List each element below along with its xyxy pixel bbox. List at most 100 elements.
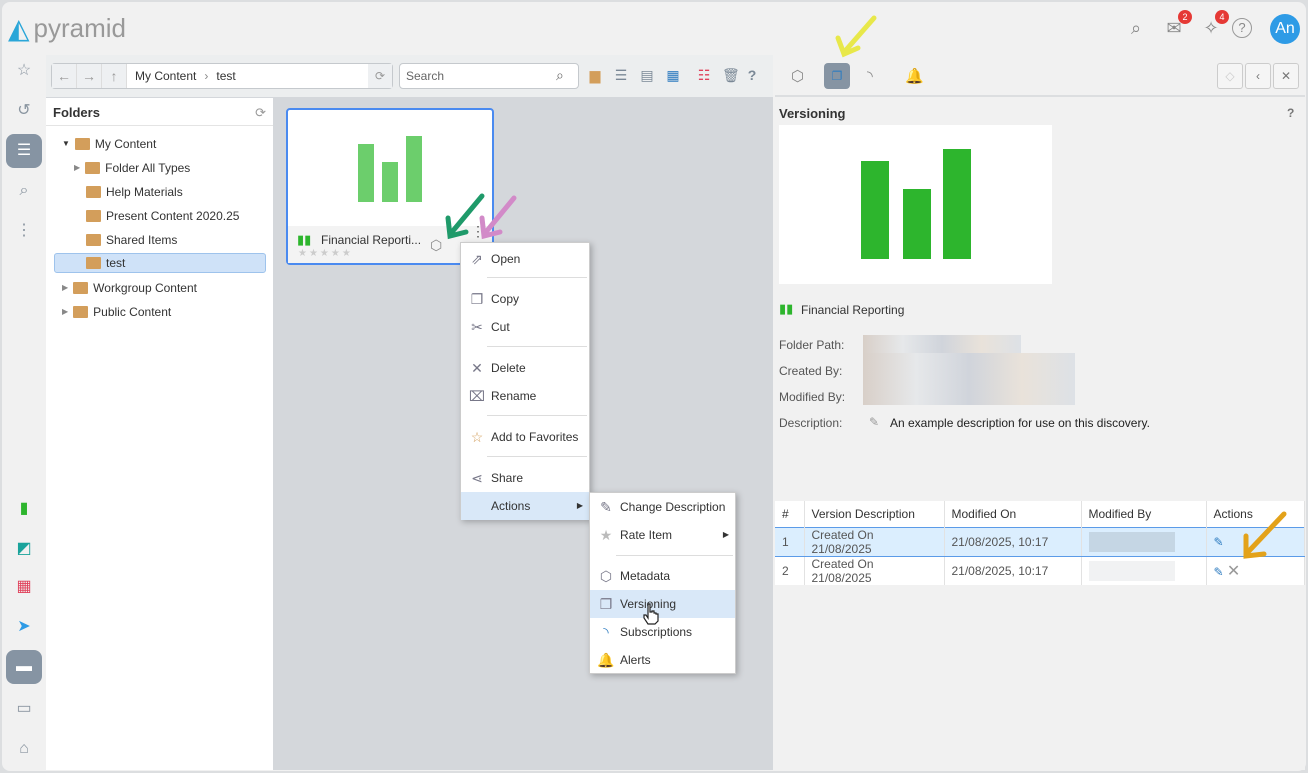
rating-stars[interactable]: ★★★★★ xyxy=(298,248,353,259)
metadata-tab-icon[interactable]: ⬡ xyxy=(791,68,805,85)
panel-help[interactable]: ? xyxy=(1287,106,1295,120)
modified-by-value xyxy=(863,371,1075,405)
mail-badge: 2 xyxy=(1178,10,1192,24)
folder-icon xyxy=(86,257,101,269)
history-icon[interactable]: ↺ xyxy=(17,102,31,119)
folders-panel: Folders ⟳ ▼ My Content ▶ Folder All Types H… xyxy=(46,98,273,770)
rate-icon: ★ xyxy=(599,527,613,543)
folder-public-content[interactable]: ▶ Public Content xyxy=(62,305,172,319)
pin-icon[interactable]: ✧ 4 xyxy=(1199,10,1229,40)
subscriptions-tab-icon[interactable]: ◝ xyxy=(867,68,873,85)
menu-metadata[interactable]: ⬡ Metadata xyxy=(590,562,735,590)
refresh-icon[interactable]: ⟳ xyxy=(368,64,392,88)
up-button[interactable]: ↑ xyxy=(102,64,127,88)
present-icon[interactable]: ▦ xyxy=(16,578,32,595)
menu-rate-item[interactable]: ★ Rate Item ▶ xyxy=(590,521,735,549)
folder-help-materials[interactable]: Help Materials xyxy=(86,182,183,202)
table-row[interactable]: 1 Created On 21/08/2025 21/08/2025, 10:17 ✎ xyxy=(775,526,1305,557)
alerts-tab-icon[interactable]: 🔔 xyxy=(905,68,924,85)
screen-icon[interactable]: ▭ xyxy=(16,700,32,717)
actions-submenu: ✎ Change Description ★ Rate Item ▶ ⬡ Metadat… xyxy=(589,492,736,674)
home-icon[interactable]: ⌂ xyxy=(19,740,29,757)
menu-versioning[interactable]: ❐Versioning xyxy=(590,590,735,618)
mail-icon[interactable]: ✉ 2 xyxy=(1162,10,1192,40)
metadata-icon[interactable]: ⬡ xyxy=(430,237,443,253)
menu-cut[interactable]: ✂ Cut xyxy=(461,313,589,341)
delete-icon: ✕ xyxy=(471,360,483,376)
pin-panel-button[interactable]: ◇ xyxy=(1217,63,1243,89)
modified-by-cell xyxy=(1088,560,1175,581)
discover-icon[interactable]: ▮ xyxy=(19,500,29,517)
back-button[interactable]: ← xyxy=(52,64,77,88)
breadcrumb-bar: ← → ↑ My Content › test ⟳ xyxy=(51,63,393,89)
folder-workgroup-content[interactable]: ▶ Workgroup Content xyxy=(62,281,197,295)
folder-my-content[interactable]: ▼ My Content xyxy=(62,137,157,151)
folder-all-types[interactable]: ▶ Folder All Types xyxy=(74,161,191,175)
more-menu-icon[interactable]: ⋮ xyxy=(471,223,485,239)
versioning-tab-icon[interactable]: ❐ xyxy=(824,63,850,89)
forward-button[interactable]: → xyxy=(77,64,102,88)
edit-version-icon[interactable]: ✎ xyxy=(1213,564,1224,579)
public-folder-icon xyxy=(73,306,89,318)
edit-description-icon[interactable]: ✎ xyxy=(869,415,880,429)
edit-version-icon[interactable]: ✎ xyxy=(1213,534,1224,549)
folder-icon xyxy=(85,162,101,174)
list-view-icon[interactable]: ☰ xyxy=(614,67,628,83)
menu-share[interactable]: ⋖ Share xyxy=(461,464,589,492)
menu-change-description[interactable]: ✎ Change Description xyxy=(590,493,735,521)
new-folder-icon[interactable]: ▆ xyxy=(589,67,601,83)
discovery-icon: ▮▮ xyxy=(779,301,794,316)
modified-by-cell xyxy=(1088,531,1175,552)
menu-actions[interactable]: Actions ▶ xyxy=(461,492,589,520)
search-icon[interactable]: ⌕ xyxy=(1130,18,1142,38)
close-panel-button[interactable]: ✕ xyxy=(1273,63,1299,89)
recycle-bin-icon[interactable]: 🗑 xyxy=(722,67,740,83)
search-input[interactable]: Search xyxy=(399,63,579,89)
avatar[interactable]: An xyxy=(1270,14,1300,44)
folder-path-label: Folder Path: xyxy=(779,338,845,352)
crumb-my-content[interactable]: My Content xyxy=(135,69,197,83)
menu-add-favorites[interactable]: ☆ Add to Favorites xyxy=(461,423,589,451)
rss-icon: ◝ xyxy=(603,624,609,640)
folder-present-content[interactable]: Present Content 2020.25 xyxy=(86,206,239,226)
menu-alerts[interactable]: 🔔 Alerts xyxy=(590,646,735,674)
folder-icon[interactable]: ▬ xyxy=(6,650,42,684)
created-by-label: Created By: xyxy=(779,364,843,378)
metadata-icon: ⬡ xyxy=(599,568,613,584)
detail-view-icon[interactable]: ▤ xyxy=(640,67,654,83)
search-icon[interactable]: ⌕ xyxy=(556,67,564,83)
folder-icon xyxy=(86,186,101,198)
menu-rename[interactable]: ⌧ Rename xyxy=(461,382,589,410)
menu-subscriptions[interactable]: ◝ Subscriptions xyxy=(590,618,735,646)
bell-icon: 🔔 xyxy=(597,652,615,668)
grid-view-icon[interactable]: ▦ xyxy=(666,67,680,83)
favorites-icon[interactable]: ☆ xyxy=(16,62,32,79)
content-type-filter-icon[interactable]: ☷ xyxy=(697,67,711,83)
folder-icon xyxy=(86,210,101,222)
help-icon[interactable]: ? xyxy=(1232,18,1252,38)
publish-icon[interactable]: ➤ xyxy=(17,618,31,635)
folder-test[interactable]: test xyxy=(54,253,266,273)
search-rail-icon[interactable]: ⌕ xyxy=(19,182,29,199)
hand-cursor-icon xyxy=(643,603,659,625)
more-icon[interactable]: ⋮ xyxy=(16,222,32,239)
delete-version-icon[interactable]: ✕ xyxy=(1226,562,1241,580)
menu-open[interactable]: ⇗ Open xyxy=(461,245,589,273)
menu-copy[interactable]: ❐ Copy xyxy=(461,285,589,313)
rename-icon: ⌧ xyxy=(468,388,486,404)
modified-by-label: Modified By: xyxy=(779,390,846,404)
folder-shared-items[interactable]: Shared Items xyxy=(86,230,177,250)
crumb-test[interactable]: test xyxy=(216,69,236,83)
help-button[interactable]: ? xyxy=(747,67,757,83)
context-menu: ⇗ Open ❐ Copy ✂ Cut ✕ Delete ⌧ Rename ☆ Add to… xyxy=(460,242,590,520)
copy-icon: ❐ xyxy=(470,291,484,307)
menu-delete[interactable]: ✕ Delete xyxy=(461,354,589,382)
collapse-panel-button[interactable]: ‹ xyxy=(1245,63,1271,89)
refresh-folders-icon[interactable]: ⟳ xyxy=(255,105,266,120)
panel-title: Versioning xyxy=(779,106,846,121)
pin-badge: 4 xyxy=(1215,10,1229,24)
content-tree-icon[interactable]: ☰ xyxy=(6,134,42,168)
edit-description-icon: ✎ xyxy=(600,499,612,515)
formulate-icon[interactable]: ◩ xyxy=(16,540,32,557)
table-row[interactable]: 2 Created On 21/08/2025 21/08/2025, 10:17 ✎… xyxy=(775,556,1305,585)
